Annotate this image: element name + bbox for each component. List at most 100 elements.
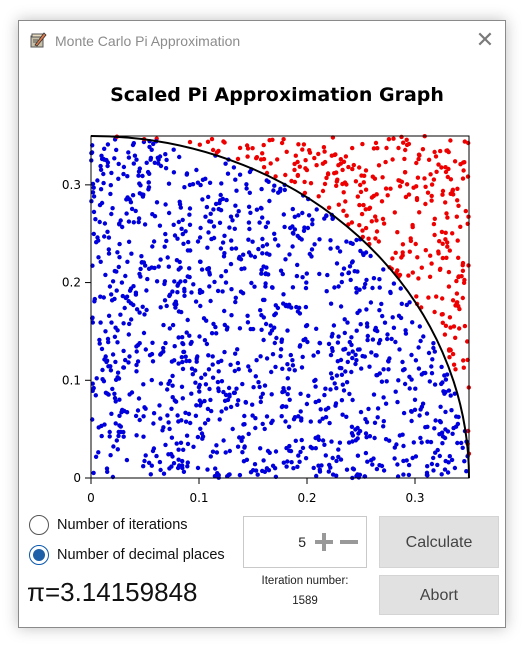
outside-point	[367, 205, 373, 210]
inside-point	[240, 381, 245, 387]
outside-point	[444, 211, 449, 216]
chart-title: Scaled Pi Approximation Graph	[110, 84, 444, 106]
inside-point	[404, 302, 409, 308]
outside-point	[210, 147, 216, 153]
inside-point	[176, 219, 181, 225]
inside-point	[447, 454, 452, 459]
inside-point	[246, 431, 251, 437]
inside-point	[142, 222, 148, 227]
inside-point	[401, 472, 406, 477]
inside-point	[286, 424, 292, 429]
inside-point	[459, 440, 464, 446]
inside-point	[374, 466, 380, 472]
close-button[interactable]: ✕	[475, 27, 495, 52]
inside-point	[289, 460, 294, 465]
outside-point	[358, 182, 363, 188]
inside-point	[151, 421, 156, 426]
inside-point	[176, 457, 181, 462]
inside-point	[264, 466, 270, 471]
inside-point	[254, 358, 259, 363]
inside-point	[398, 286, 403, 291]
y-tick-label: 0.2	[62, 276, 81, 290]
inside-point	[252, 284, 257, 289]
inside-point	[267, 252, 272, 257]
outside-point	[336, 163, 341, 168]
inside-point	[187, 333, 192, 338]
inside-point	[200, 197, 205, 202]
stepper-value[interactable]: 5	[298, 534, 306, 550]
decrement-minus-icon[interactable]	[338, 527, 364, 557]
radio-circle-decimals[interactable]	[29, 545, 49, 565]
inside-point	[195, 239, 201, 244]
inside-point	[300, 354, 305, 360]
inside-point	[368, 253, 373, 259]
inside-point	[167, 426, 172, 432]
radio-circle-iterations[interactable]	[29, 515, 49, 535]
outside-point	[426, 157, 432, 162]
inside-point	[183, 279, 188, 284]
radio-number-of-iterations[interactable]: Number of iterations	[29, 515, 188, 535]
inside-point	[336, 454, 341, 460]
inside-point	[209, 331, 215, 336]
inside-point	[105, 469, 110, 474]
inside-point	[375, 406, 381, 411]
inside-point	[341, 266, 347, 271]
inside-point	[280, 389, 285, 395]
inside-point	[223, 450, 228, 455]
calculate-button[interactable]: Calculate	[379, 516, 499, 568]
inside-point	[282, 224, 287, 230]
inside-point	[118, 312, 123, 317]
inside-point	[403, 328, 408, 333]
inside-point	[208, 397, 213, 403]
inside-point	[283, 257, 288, 262]
radio-number-of-decimal-places[interactable]: Number of decimal places	[29, 545, 225, 565]
inside-point	[215, 288, 221, 294]
inside-point	[431, 341, 436, 346]
outside-point	[463, 208, 468, 214]
inside-point	[158, 467, 163, 473]
abort-button[interactable]: Abort	[379, 575, 499, 615]
inside-point	[150, 244, 155, 249]
inside-point	[337, 249, 343, 254]
inside-point	[173, 305, 178, 310]
outside-point	[237, 145, 243, 151]
inside-point	[366, 406, 371, 412]
inside-point	[248, 210, 253, 215]
inside-point	[143, 347, 148, 352]
decimal-places-stepper[interactable]: 5	[243, 516, 367, 568]
outside-point	[384, 145, 389, 151]
inside-point	[140, 173, 145, 179]
inside-point	[217, 417, 222, 422]
radio-decimals-label: Number of decimal places	[57, 547, 225, 563]
inside-point	[255, 472, 260, 477]
inside-point	[183, 354, 188, 359]
inside-point	[303, 323, 309, 329]
outside-point	[455, 300, 460, 305]
inside-point	[206, 266, 212, 271]
inside-point	[137, 271, 142, 277]
outside-point	[432, 309, 437, 315]
x-axis: 0 0.1 0.2 0.3	[87, 478, 425, 505]
outside-point	[321, 145, 327, 150]
inside-point	[371, 392, 377, 397]
inside-point	[269, 328, 275, 333]
outside-point	[366, 236, 371, 241]
inside-point	[157, 459, 163, 465]
outside-point	[465, 339, 470, 344]
outside-point	[462, 323, 468, 329]
inside-point	[235, 444, 241, 449]
inside-point	[170, 395, 175, 400]
inside-point	[308, 444, 313, 450]
inside-point	[285, 328, 290, 333]
inside-point	[183, 410, 188, 415]
outside-point	[461, 168, 466, 173]
inside-point	[198, 303, 203, 309]
title-bar[interactable]: Monte Carlo Pi Approximation ✕	[19, 21, 505, 61]
inside-point	[155, 155, 160, 160]
increment-plus-icon[interactable]	[312, 527, 338, 557]
inside-point	[234, 386, 239, 391]
inside-point	[400, 359, 405, 365]
inside-point	[157, 403, 162, 408]
inside-point	[141, 330, 147, 336]
inside-point	[372, 420, 378, 425]
